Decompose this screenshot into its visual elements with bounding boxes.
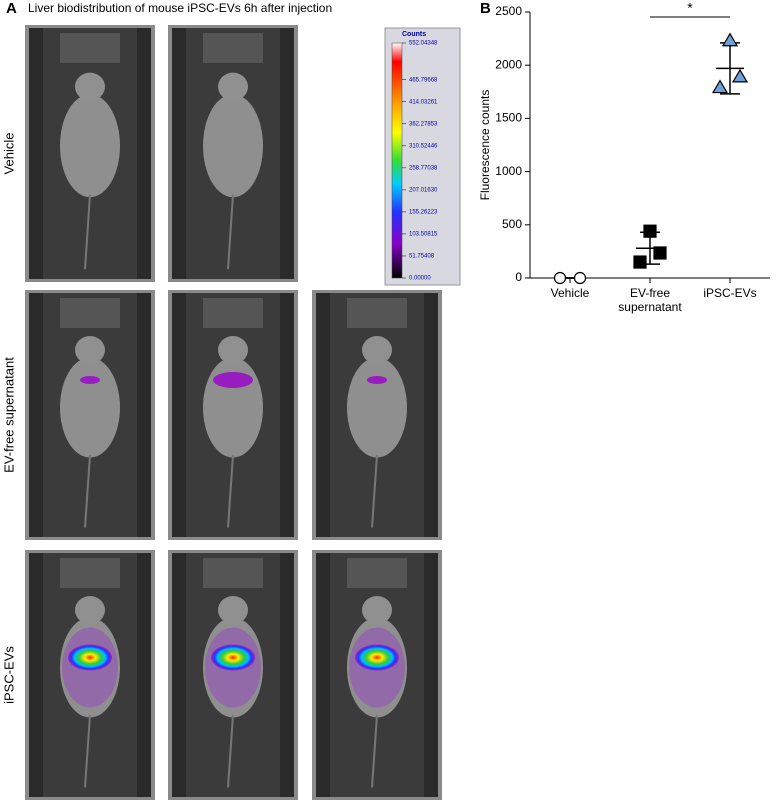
mouse-tail [227, 194, 234, 270]
y-tick-label: 1000 [495, 164, 522, 178]
significance-label: * [687, 0, 693, 16]
clamp [203, 298, 263, 328]
row-label: iPSC-EVs [1, 646, 16, 704]
mouse-body [203, 94, 263, 198]
colorbar-tick-label: 103.50815 [409, 232, 438, 238]
mouse-head [362, 596, 392, 624]
mouse-tail [227, 714, 234, 788]
mouse-head [218, 596, 248, 624]
colorbar-tick-label: 552.04348 [409, 41, 438, 47]
mouse-body [347, 357, 407, 458]
signal [68, 644, 112, 671]
mouse-tail [227, 454, 234, 528]
colorbar-tick-label: 362.27853 [409, 121, 438, 127]
mouse-tail [84, 714, 91, 788]
colorbar-tick-label: 155.26223 [409, 209, 438, 215]
panel-letter: A [6, 0, 17, 17]
point [711, 79, 729, 94]
colorbar-tick-label: 465.79668 [409, 77, 438, 83]
clamp [60, 558, 120, 588]
row-label: EV-free supernatant [1, 357, 16, 473]
clamp [60, 33, 120, 63]
y-tick-label: 0 [515, 270, 522, 284]
mouse-body [60, 94, 120, 198]
colorbar-tick-label: 310.52446 [409, 143, 438, 149]
signal [213, 372, 253, 388]
point [653, 246, 667, 260]
mouse-head [75, 72, 105, 101]
y-tick-label: 2000 [495, 57, 522, 71]
panel-title: Liver biodistribution of mouse iPSC-EVs … [28, 1, 332, 15]
mouse-tail [371, 714, 378, 788]
clamp [60, 298, 120, 328]
point [553, 271, 567, 285]
point [643, 224, 657, 238]
x-tick-label: iPSC-EVs [703, 286, 757, 300]
clamp [347, 558, 407, 588]
colorbar-title: Counts [402, 31, 426, 38]
colorbar-tick-label: 258.77038 [409, 165, 438, 171]
x-tick-label: EV-free supernatant [618, 286, 682, 314]
signal [355, 644, 399, 671]
point [573, 271, 587, 285]
y-tick-label: 1500 [495, 111, 522, 125]
mouse-body [60, 357, 120, 458]
signal [367, 376, 387, 384]
mouse-tail [84, 194, 91, 270]
clamp [203, 33, 263, 63]
mouse-tail [84, 454, 91, 528]
row-label: Vehicle [1, 133, 16, 175]
colorbar-tick-label: 51.75408 [409, 254, 435, 260]
point [721, 32, 739, 47]
mouse-head [218, 72, 248, 101]
panel-letter: B [480, 0, 491, 17]
y-tick-label: 2500 [495, 4, 522, 18]
y-axis-label: Fluorescence counts [478, 90, 492, 201]
colorbar-tick-label: 0.00000 [409, 276, 431, 282]
point [633, 255, 647, 269]
mouse-head [218, 336, 248, 364]
mouse-head [75, 596, 105, 624]
mouse-head [362, 336, 392, 364]
x-tick-label: Vehicle [550, 286, 590, 300]
colorbar-tick-label: 207.01630 [409, 187, 438, 193]
signal [211, 644, 255, 671]
mouse-tail [371, 454, 378, 528]
colorbar-tick-label: 414.03261 [409, 99, 438, 105]
signal [80, 376, 100, 384]
point [731, 68, 749, 83]
clamp [347, 298, 407, 328]
y-tick-label: 500 [502, 217, 522, 231]
mouse-head [75, 336, 105, 364]
clamp [203, 558, 263, 588]
colorbar [391, 42, 403, 279]
